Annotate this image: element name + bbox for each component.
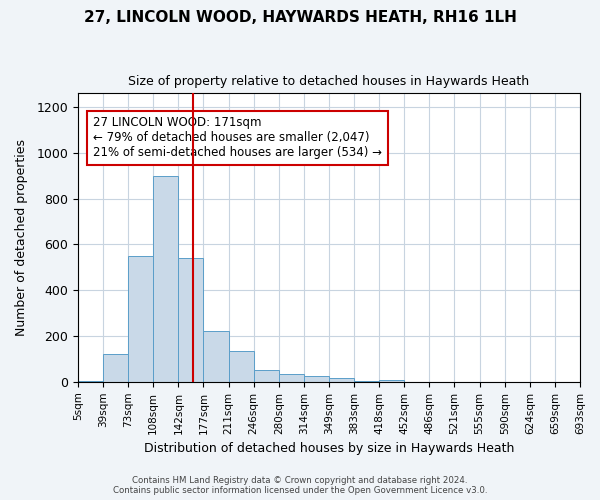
Bar <box>203 332 229 382</box>
Bar <box>78 380 103 382</box>
Bar <box>178 258 203 382</box>
Bar <box>329 378 354 382</box>
Bar <box>379 380 404 382</box>
Bar <box>254 370 279 382</box>
Bar <box>153 176 178 382</box>
Bar <box>103 354 128 382</box>
Text: Contains HM Land Registry data © Crown copyright and database right 2024.
Contai: Contains HM Land Registry data © Crown c… <box>113 476 487 495</box>
Bar <box>279 374 304 382</box>
Y-axis label: Number of detached properties: Number of detached properties <box>15 139 28 336</box>
Bar <box>128 256 153 382</box>
Bar <box>229 351 254 382</box>
Text: 27, LINCOLN WOOD, HAYWARDS HEATH, RH16 1LH: 27, LINCOLN WOOD, HAYWARDS HEATH, RH16 1… <box>83 10 517 25</box>
X-axis label: Distribution of detached houses by size in Haywards Heath: Distribution of detached houses by size … <box>144 442 514 455</box>
Bar <box>304 376 329 382</box>
Bar <box>354 380 379 382</box>
Text: 27 LINCOLN WOOD: 171sqm
← 79% of detached houses are smaller (2,047)
21% of semi: 27 LINCOLN WOOD: 171sqm ← 79% of detache… <box>93 116 382 160</box>
Title: Size of property relative to detached houses in Haywards Heath: Size of property relative to detached ho… <box>128 75 530 88</box>
